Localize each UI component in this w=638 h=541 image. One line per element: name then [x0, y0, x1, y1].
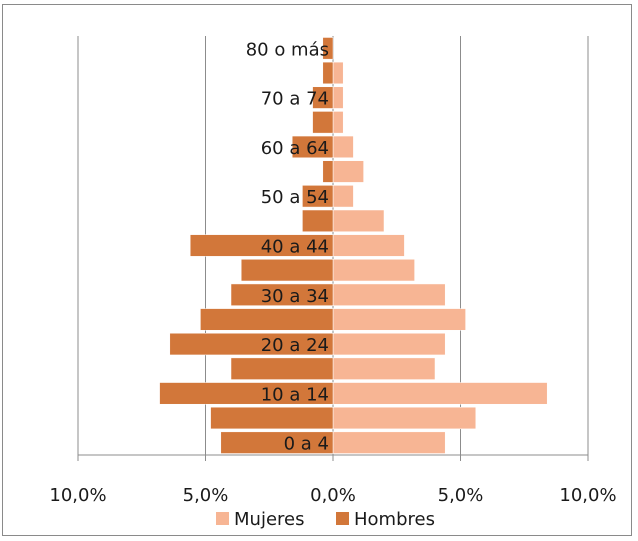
- bar-mujeres-2: [332, 382, 548, 405]
- category-labels: 0 a 4 10 a 14 20 a 24 30 a 34 40 a 44 50 a 54…: [246, 39, 329, 454]
- bar-mujeres-14: [332, 86, 344, 109]
- bar-hombres-4: [169, 332, 334, 356]
- x-axis: 10,0% 5,0% 0,0% 5,0% 10,0%: [49, 454, 617, 506]
- bar-hombres-13: [312, 111, 334, 134]
- category-label-16: 80 o más: [246, 39, 329, 60]
- bar-hombres-0: [220, 431, 334, 454]
- bar-mujeres-8: [332, 234, 405, 257]
- legend-swatch-mujeres: [216, 512, 229, 525]
- bar-hombres-6: [230, 283, 334, 306]
- category-label-8: 40 a 44: [261, 237, 329, 258]
- bar-mujeres-11: [332, 160, 364, 183]
- bar-hombres-16: [322, 37, 334, 60]
- bar-mujeres-9: [332, 209, 385, 232]
- bar-hombres-9: [302, 209, 334, 232]
- bar-mujeres-4: [332, 332, 446, 356]
- legend-label-hombres: Hombres: [354, 509, 435, 530]
- bar-hombres-8: [189, 234, 334, 257]
- x-tick-label-0: 10,0%: [49, 485, 106, 506]
- x-tick-label-1: 5,0%: [183, 485, 229, 506]
- category-label-2: 10 a 14: [261, 384, 329, 405]
- legend: Mujeres Hombres: [216, 509, 435, 530]
- bar-hombres-7: [240, 259, 334, 282]
- legend-swatch-hombres: [336, 512, 349, 525]
- category-label-12: 60 a 64: [261, 138, 329, 159]
- bar-mujeres-12: [332, 135, 354, 159]
- bar-mujeres-13: [332, 111, 344, 134]
- bar-hombres-3: [230, 357, 334, 380]
- x-tick-label-4: 10,0%: [559, 485, 616, 506]
- category-label-14: 70 a 74: [261, 89, 329, 110]
- bars-layer: [159, 37, 548, 454]
- bar-mujeres-7: [332, 259, 415, 282]
- bar-mujeres-15: [332, 61, 344, 85]
- category-label-6: 30 a 34: [261, 286, 329, 307]
- bar-hombres-5: [200, 308, 334, 331]
- legend-label-mujeres: Mujeres: [234, 509, 304, 530]
- category-label-0: 0 a 4: [284, 434, 329, 455]
- bar-hombres-12: [291, 135, 334, 159]
- category-label-10: 50 a 54: [261, 187, 329, 208]
- bar-hombres-14: [312, 86, 334, 109]
- bar-hombres-1: [210, 406, 334, 430]
- bar-mujeres-0: [332, 431, 446, 454]
- bar-mujeres-5: [332, 308, 466, 331]
- bar-mujeres-1: [332, 406, 477, 430]
- bar-hombres-10: [302, 185, 334, 208]
- bar-mujeres-6: [332, 283, 446, 306]
- bar-hombres-2: [159, 382, 334, 405]
- x-tick-label-2: 0,0%: [310, 485, 356, 506]
- category-label-4: 20 a 24: [261, 335, 329, 356]
- x-tick-label-3: 5,0%: [438, 485, 484, 506]
- bar-mujeres-10: [332, 185, 354, 208]
- bar-mujeres-3: [332, 357, 436, 380]
- bar-hombres-11: [322, 160, 334, 183]
- bar-hombres-15: [322, 61, 334, 85]
